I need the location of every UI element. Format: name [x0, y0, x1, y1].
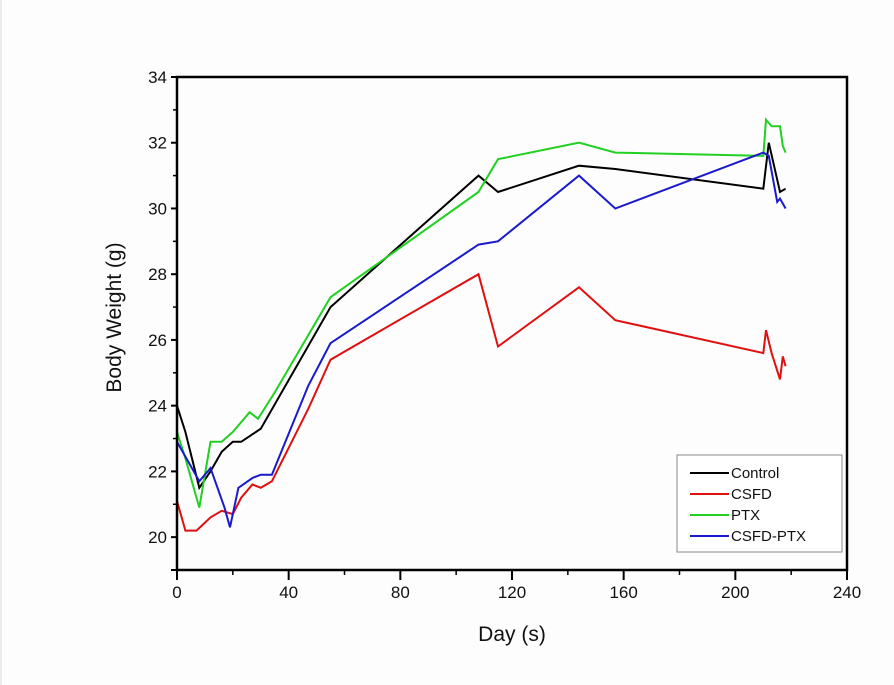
series-line-csfd-ptx: [176, 151, 787, 528]
y-tick-label: 20: [148, 528, 167, 547]
x-tick-label: 0: [172, 583, 181, 602]
legend-label: CSFD-PTX: [731, 528, 806, 545]
series-line-control: [176, 142, 787, 491]
y-tick-label: 28: [148, 265, 167, 284]
x-tick-label: 40: [279, 583, 298, 602]
x-tick-label: 240: [833, 583, 861, 602]
x-tick-label: 120: [498, 583, 526, 602]
y-axis: 20 22 24 26 28 30 32 34: [148, 68, 177, 571]
legend: Control CSFD PTX CSFD-PTX: [676, 454, 843, 553]
y-tick-label: 22: [148, 462, 167, 481]
legend-label: PTX: [731, 507, 760, 524]
y-tick-label: 30: [148, 199, 167, 218]
y-axis-title: Body Weight (g): [103, 242, 126, 392]
x-tick-label: 160: [609, 583, 637, 602]
y-tick-label: 32: [148, 134, 167, 153]
x-tick-label: 80: [391, 583, 410, 602]
legend-label: CSFD: [731, 486, 772, 503]
y-tick-label: 24: [148, 397, 167, 416]
legend-label: Control: [731, 465, 779, 482]
x-axis: 0 40 80 120 160 200 240: [172, 570, 861, 602]
y-tick-label: 34: [148, 68, 167, 87]
x-axis-title: Day (s): [478, 623, 546, 646]
series-line-csfd: [176, 272, 787, 532]
x-tick-label: 200: [721, 583, 749, 602]
y-tick-label: 26: [148, 331, 167, 350]
series-layer: [176, 117, 787, 532]
series-line-ptx: [176, 117, 787, 508]
